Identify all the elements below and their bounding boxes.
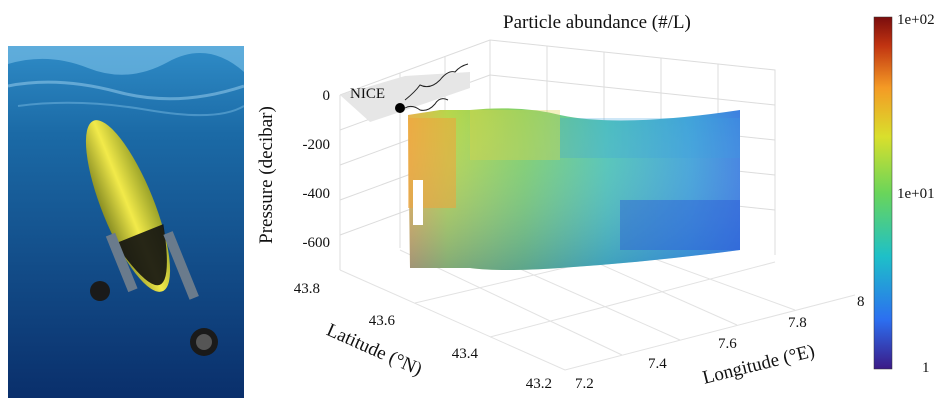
z-tick: -200 — [303, 137, 331, 153]
colorbar — [873, 16, 893, 370]
x-tick: 7.4 — [648, 356, 667, 372]
x-tick: 7.2 — [575, 376, 594, 392]
colorbar-tick: 1 — [922, 360, 930, 376]
z-axis-label: Pressure (decibar) — [256, 106, 277, 244]
glider-photo — [8, 46, 244, 398]
z-tick: 0 — [323, 88, 331, 104]
colorbar-tick: 1e+01 — [897, 186, 935, 202]
x-tick: 8 — [857, 294, 865, 310]
z-tick-labels: 0 -200 -400 -600 — [303, 88, 331, 251]
y-tick-labels: 43.8 43.6 43.4 43.2 — [294, 281, 552, 392]
coastline — [340, 63, 470, 122]
colorbar-ticks: 1e+02 1e+01 1 — [897, 12, 935, 376]
nice-label: NICE — [350, 86, 385, 102]
z-tick: -600 — [303, 235, 331, 251]
x-tick: 7.6 — [718, 336, 737, 352]
nice-marker — [395, 103, 405, 113]
y-tick: 43.6 — [369, 313, 396, 329]
y-tick: 43.8 — [294, 281, 320, 297]
z-tick: -400 — [303, 186, 331, 202]
x-tick-labels: 7.2 7.4 7.6 7.8 8 — [575, 294, 865, 392]
y-tick: 43.4 — [452, 346, 479, 362]
chart-title: Particle abundance (#/L) — [503, 12, 691, 33]
abundance-transect-surface — [408, 108, 740, 270]
colorbar-tick: 1e+02 — [897, 12, 935, 28]
x-tick: 7.8 — [788, 315, 807, 331]
y-tick: 43.2 — [526, 376, 552, 392]
